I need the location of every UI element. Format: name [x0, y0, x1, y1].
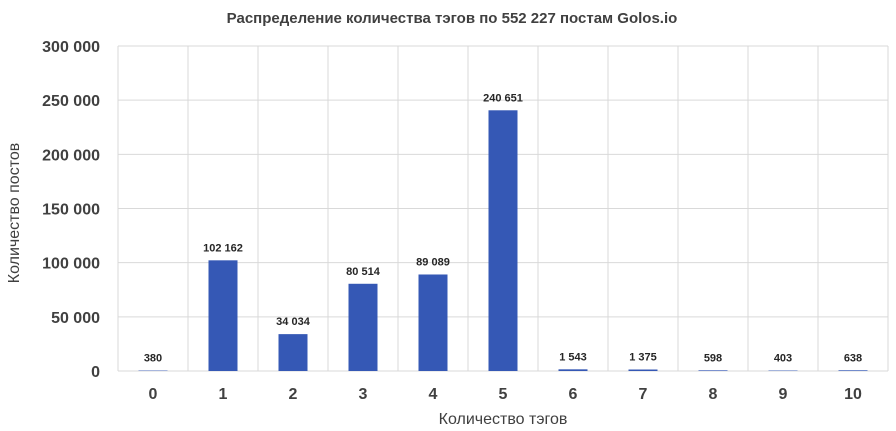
bar — [628, 369, 658, 371]
data-label: 1 543 — [559, 351, 587, 363]
x-tick-label: 1 — [219, 386, 228, 403]
data-label: 102 162 — [203, 242, 243, 254]
x-tick-label: 0 — [149, 386, 158, 403]
y-tick-label: 100 000 — [42, 256, 100, 273]
bar — [278, 334, 308, 371]
data-label: 403 — [774, 353, 792, 365]
x-tick-label: 7 — [639, 386, 648, 403]
y-tick-label: 50 000 — [51, 310, 100, 327]
bar — [348, 283, 378, 371]
data-label: 240 651 — [483, 92, 523, 104]
y-tick-label: 0 — [91, 364, 100, 381]
y-tick-label: 250 000 — [42, 93, 100, 110]
x-tick-label: 3 — [359, 386, 368, 403]
bar — [558, 369, 588, 371]
x-tick-label: 6 — [569, 386, 578, 403]
x-tick-label: 5 — [499, 386, 508, 403]
data-labels: 380 102 162 34 034 80 514 89 089 240 651 1 543… — [144, 92, 862, 364]
bar — [208, 260, 238, 371]
x-tick-label: 2 — [289, 386, 298, 403]
data-label: 380 — [144, 353, 162, 365]
x-axis-ticks: 0 1 2 3 4 5 6 7 8 9 10 — [149, 386, 862, 403]
data-label: 638 — [844, 352, 862, 364]
y-tick-label: 200 000 — [42, 147, 100, 164]
x-tick-label: 9 — [779, 386, 788, 403]
bar — [698, 370, 728, 371]
y-tick-label: 300 000 — [42, 39, 100, 56]
y-axis-title: Количество постов — [6, 143, 23, 283]
data-label: 34 034 — [276, 316, 311, 328]
chart-title: Распределение количества тэгов по 552 22… — [227, 10, 678, 27]
y-axis-ticks: 0 50 000 100 000 150 000 200 000 250 000 300 0… — [42, 39, 100, 381]
bars — [138, 110, 868, 372]
y-tick-label: 150 000 — [42, 202, 100, 219]
bar — [838, 370, 868, 371]
bar — [488, 110, 518, 372]
x-tick-label: 8 — [709, 386, 718, 403]
data-label: 80 514 — [346, 266, 381, 278]
data-label: 89 089 — [416, 256, 450, 268]
bar — [418, 274, 448, 371]
x-tick-label: 4 — [429, 386, 438, 403]
x-axis-title: Количество тэгов — [439, 411, 568, 428]
data-label: 1 375 — [629, 352, 657, 364]
x-tick-label: 10 — [844, 386, 862, 403]
data-label: 598 — [704, 352, 722, 364]
